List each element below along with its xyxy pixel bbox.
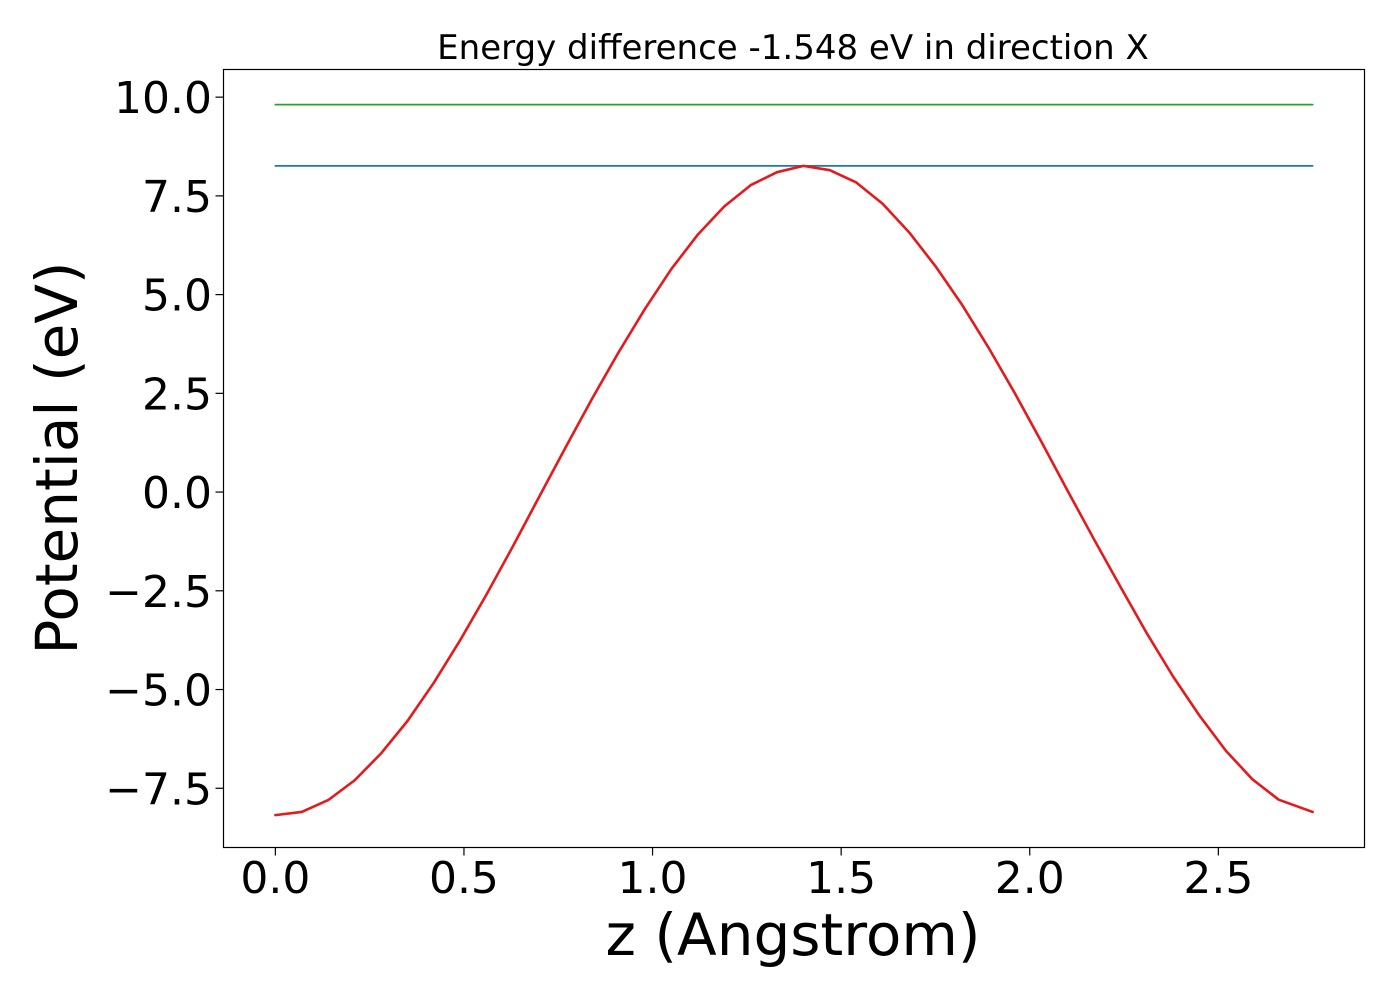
chart-title: Energy difference -1.548 eV in direction… bbox=[437, 28, 1149, 68]
plot-lines bbox=[274, 103, 1314, 817]
y-tick-label: 2.5 bbox=[142, 369, 212, 420]
x-tick-label: 0.0 bbox=[240, 853, 310, 904]
y-tick-label: −2.5 bbox=[105, 567, 212, 618]
x-tick-label: 0.5 bbox=[429, 853, 499, 904]
series-line-3 bbox=[274, 164, 1314, 817]
y-tick-label: 7.5 bbox=[142, 172, 212, 223]
x-tick-label: 1.0 bbox=[618, 853, 688, 904]
x-tick-label: 1.5 bbox=[806, 853, 876, 904]
x-tick-label: 2.0 bbox=[995, 853, 1065, 904]
y-tick-label: −5.0 bbox=[105, 666, 212, 717]
x-axis-ticks: 0.0 0.5 1.0 1.5 2.0 2.5 bbox=[240, 847, 1253, 904]
x-axis-label: z (Angstrom) bbox=[606, 901, 981, 969]
plot-frame bbox=[222, 68, 1366, 849]
x-tick-label: 2.5 bbox=[1183, 853, 1253, 904]
y-tick-label: −7.5 bbox=[105, 764, 212, 815]
y-tick-label: 0.0 bbox=[142, 468, 212, 519]
y-axis-label: Potential (eV) bbox=[23, 261, 91, 654]
y-tick-label: 5.0 bbox=[142, 271, 212, 322]
y-tick-label: 10.0 bbox=[114, 73, 212, 124]
y-axis-ticks: −7.5 −5.0 −2.5 0.0 2.5 5.0 7.5 10.0 bbox=[105, 73, 224, 815]
